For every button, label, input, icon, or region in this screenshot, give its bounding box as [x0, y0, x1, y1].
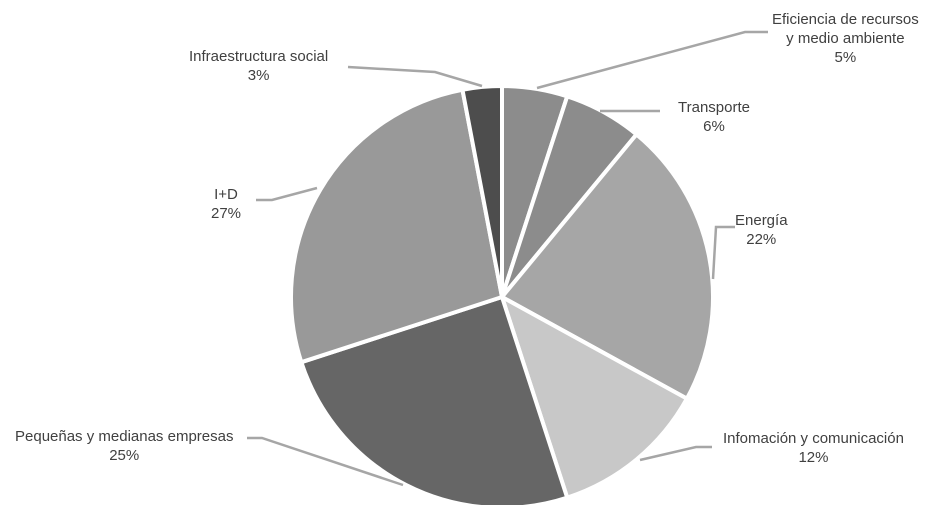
data-label-category: I+D	[214, 186, 238, 203]
leader-line	[247, 436, 404, 487]
data-label-value: 3%	[247, 67, 270, 84]
pie-slice	[500, 132, 715, 401]
data-label-value: 5%	[834, 49, 857, 66]
slices-layer	[289, 84, 715, 505]
data-label: Transporte 6%	[678, 98, 750, 136]
data-label: Energía 22%	[735, 211, 788, 249]
leader-line	[256, 186, 318, 202]
data-label-value: 12%	[798, 449, 829, 466]
data-label: Pequeñas y medianas empresas 25%	[15, 427, 233, 465]
leader-lines-layer	[247, 30, 768, 487]
data-label-category: Infraestructura social	[189, 48, 329, 65]
data-label: Infraestructura social 3%	[189, 47, 328, 85]
data-label-category: Energía	[735, 212, 788, 229]
leader-line	[536, 30, 768, 90]
data-label-category: y medio ambiente	[786, 30, 905, 47]
data-label: Eficiencia de recursos y medio ambiente 5%	[772, 10, 919, 67]
pie-slice	[460, 84, 504, 299]
data-label-category: Transporte	[678, 99, 750, 116]
pie-slice	[289, 87, 504, 365]
leader-line	[347, 65, 483, 88]
data-label-value: 27%	[211, 205, 242, 222]
data-label-category: Eficiencia de recursos	[772, 11, 919, 28]
data-label-category: Infomación y comunicación	[723, 430, 904, 447]
data-label: I+D 27%	[211, 185, 241, 223]
pie-slice	[299, 295, 570, 505]
pie-slice	[500, 295, 689, 500]
data-label-value: 22%	[746, 231, 777, 248]
data-label: Infomación y comunicación 12%	[723, 429, 904, 467]
data-label-category: Pequeñas y medianas empresas	[15, 428, 234, 445]
leader-line	[639, 445, 712, 462]
leader-line	[711, 225, 735, 280]
data-label-value: 6%	[703, 118, 725, 135]
data-label-value: 25%	[109, 447, 140, 464]
